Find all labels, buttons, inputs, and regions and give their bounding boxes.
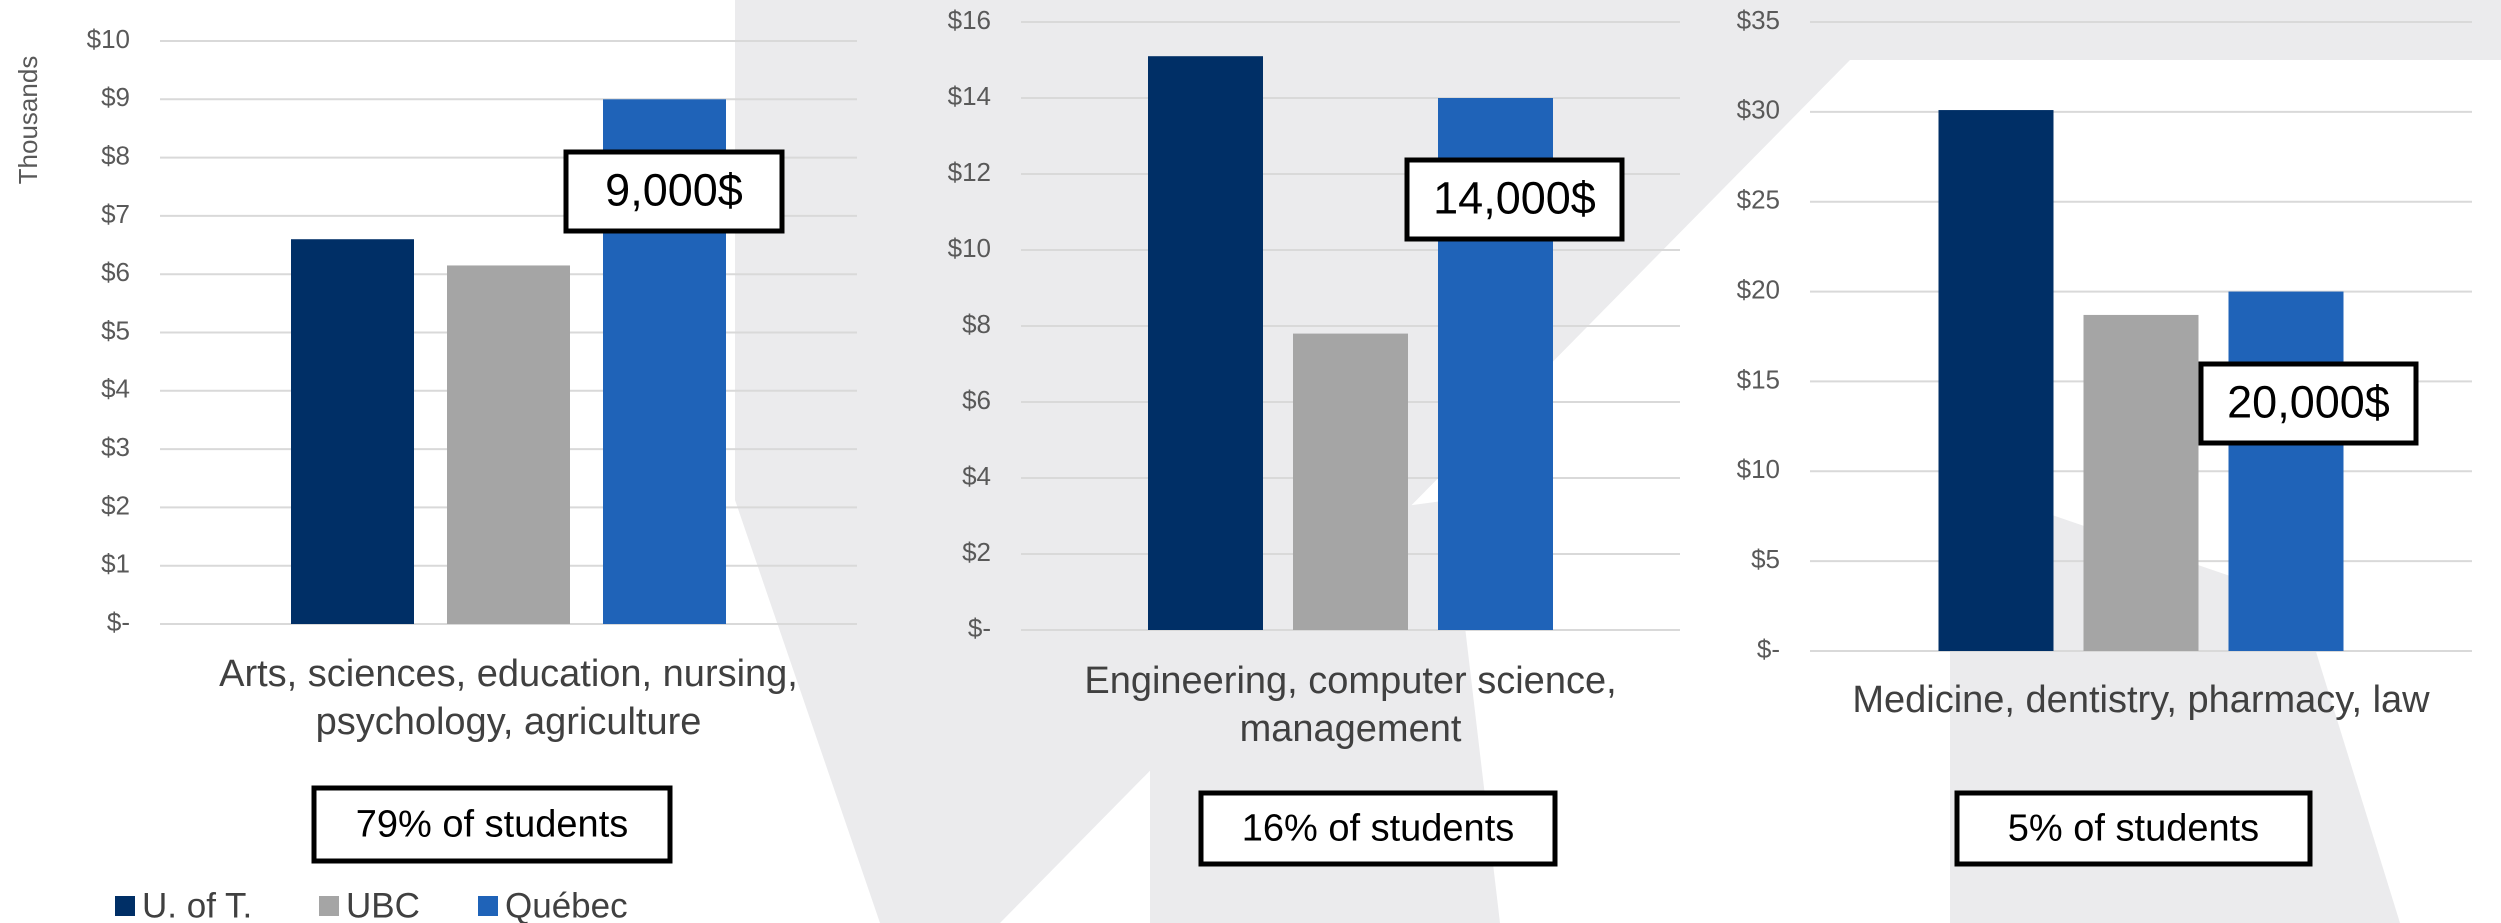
- note-box: [311, 785, 673, 864]
- category-label: Medicine, dentistry, pharmacy, law: [1852, 679, 2430, 721]
- y-tick-label: $4: [101, 374, 130, 404]
- annotation: 20,000$: [2227, 376, 2390, 427]
- y-tick-label: $1: [101, 549, 130, 579]
- category-line: psychology, agriculture: [316, 701, 702, 743]
- y-tick-label: $5: [1751, 544, 1780, 574]
- bar: [2228, 291, 2344, 651]
- y-tick-label: $5: [101, 315, 130, 345]
- y-tick-label: $8: [962, 309, 991, 339]
- bar: [447, 265, 570, 624]
- category-label: Engineering, computer science, management: [1084, 660, 1616, 750]
- annotation: 14,000$: [1433, 172, 1596, 223]
- legend-label: Québec: [505, 886, 628, 923]
- category-line: management: [1240, 708, 1462, 750]
- legend-label: UBC: [346, 886, 420, 923]
- category-line: Arts, sciences, education, nursing,: [219, 653, 798, 695]
- y-tick-label: $35: [1737, 5, 1780, 35]
- y-tick-label: $14: [948, 81, 991, 111]
- y-tick-label: $2: [101, 490, 130, 520]
- annotation-box: [1404, 157, 1625, 242]
- legend-swatch: [319, 896, 339, 916]
- category-label: Arts, sciences, education, nursing, psych…: [219, 653, 798, 743]
- y-tick-label: $-: [1757, 634, 1780, 664]
- y-tick-label: $6: [962, 385, 991, 415]
- note-box: [1198, 790, 1558, 867]
- bar: [291, 239, 414, 624]
- y-tick-label: $2: [962, 537, 991, 567]
- category-line: Engineering, computer science,: [1084, 660, 1616, 702]
- bar: [1148, 56, 1263, 630]
- annotation: 9,000$: [605, 164, 743, 215]
- y-axis-label: Thousands: [13, 56, 43, 185]
- y-tick-label: $-: [968, 613, 991, 643]
- y-tick-label: $6: [101, 257, 130, 287]
- bar: [2083, 314, 2199, 651]
- annotation-box: [563, 149, 785, 234]
- note: 5% of students: [2008, 808, 2259, 850]
- note-box: [1954, 790, 2313, 867]
- y-tick-label: $4: [962, 461, 991, 491]
- y-tick-label: $9: [101, 82, 130, 112]
- note: 79% of students: [356, 804, 629, 846]
- y-tick-label: $20: [1737, 274, 1780, 304]
- y-tick-label: $3: [101, 432, 130, 462]
- y-tick-label: $16: [948, 5, 991, 35]
- y-tick-label: $10: [948, 233, 991, 263]
- legend-swatch: [478, 896, 498, 916]
- y-tick-label: $7: [101, 199, 130, 229]
- legend-swatch: [115, 896, 135, 916]
- bar: [1293, 333, 1408, 630]
- y-tick-label: $8: [101, 140, 130, 170]
- y-tick-label: $25: [1737, 185, 1780, 215]
- y-tick-label: $10: [1737, 454, 1780, 484]
- note: 16% of students: [1242, 808, 1515, 850]
- y-tick-label: $10: [87, 24, 130, 54]
- y-tick-label: $30: [1737, 95, 1780, 125]
- category-line: Medicine, dentistry, pharmacy, law: [1852, 679, 2430, 721]
- bar: [1938, 110, 2054, 651]
- legend-label: U. of T.: [142, 886, 252, 923]
- y-tick-label: $12: [948, 157, 991, 187]
- annotation-box: [2198, 361, 2419, 446]
- y-tick-label: $15: [1737, 364, 1780, 394]
- y-tick-label: $-: [107, 607, 130, 637]
